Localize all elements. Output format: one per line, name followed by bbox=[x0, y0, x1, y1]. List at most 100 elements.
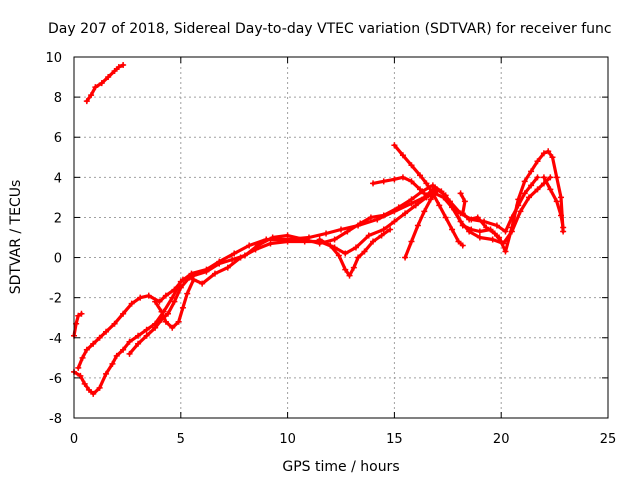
series-track-11 bbox=[457, 190, 505, 245]
data-point bbox=[169, 324, 176, 331]
data-point bbox=[547, 174, 554, 181]
data-point bbox=[164, 310, 171, 317]
data-point bbox=[461, 198, 468, 205]
data-point bbox=[284, 232, 291, 239]
data-point bbox=[128, 300, 135, 307]
data-point bbox=[534, 158, 541, 165]
data-point bbox=[269, 234, 276, 241]
y-tick-label: 8 bbox=[54, 91, 62, 106]
data-point bbox=[558, 212, 565, 219]
data-point bbox=[431, 184, 438, 191]
data-point bbox=[457, 190, 464, 197]
data-point bbox=[246, 242, 253, 249]
data-point bbox=[143, 326, 150, 333]
data-point bbox=[517, 208, 524, 215]
data-point bbox=[357, 220, 364, 227]
data-point bbox=[179, 304, 186, 311]
data-point bbox=[508, 224, 515, 231]
x-tick-label: 15 bbox=[386, 432, 403, 447]
data-point bbox=[417, 172, 424, 179]
data-point bbox=[540, 174, 547, 181]
data-point bbox=[162, 318, 169, 325]
data-point bbox=[90, 390, 97, 397]
data-point bbox=[342, 250, 349, 257]
data-point bbox=[75, 312, 82, 319]
data-point bbox=[355, 254, 362, 261]
y-axis-label: SDTVAR / TECUs bbox=[8, 180, 24, 295]
data-point bbox=[267, 240, 274, 247]
data-point bbox=[502, 228, 509, 235]
data-point bbox=[515, 196, 522, 203]
x-axis-label: GPS time / hours bbox=[282, 459, 399, 475]
data-point bbox=[459, 242, 466, 249]
data-point bbox=[474, 214, 481, 221]
data-point bbox=[331, 236, 338, 243]
data-point bbox=[152, 298, 159, 305]
data-point bbox=[442, 214, 449, 221]
series-track-1 bbox=[83, 62, 127, 105]
data-point bbox=[549, 154, 556, 161]
data-point bbox=[301, 238, 308, 245]
y-tick-label: 6 bbox=[54, 131, 62, 146]
data-point bbox=[414, 222, 421, 229]
data-point bbox=[152, 324, 159, 331]
data-point bbox=[553, 198, 560, 205]
data-point bbox=[323, 230, 330, 237]
data-point bbox=[521, 178, 528, 185]
data-point bbox=[335, 252, 342, 259]
data-point bbox=[558, 194, 565, 201]
y-tick-label: 10 bbox=[45, 51, 62, 66]
data-point bbox=[350, 264, 357, 271]
data-point bbox=[113, 352, 120, 359]
data-point bbox=[423, 180, 430, 187]
data-point bbox=[162, 292, 169, 299]
data-point bbox=[103, 328, 110, 335]
data-point bbox=[346, 272, 353, 279]
data-point bbox=[137, 294, 144, 301]
data-point bbox=[449, 226, 456, 233]
series-track-8 bbox=[391, 142, 466, 249]
data-point bbox=[126, 338, 133, 345]
data-point bbox=[476, 234, 483, 241]
data-point bbox=[493, 222, 500, 229]
series-track-12 bbox=[540, 174, 567, 231]
data-point bbox=[327, 242, 334, 249]
data-point bbox=[135, 332, 142, 339]
data-point bbox=[370, 180, 377, 187]
data-point bbox=[468, 226, 475, 233]
data-point bbox=[171, 286, 178, 293]
x-tick-label: 25 bbox=[600, 432, 617, 447]
series-line bbox=[127, 149, 565, 356]
data-point bbox=[534, 174, 541, 181]
y-tick-label: -8 bbox=[49, 412, 62, 427]
data-point bbox=[408, 178, 415, 185]
data-point bbox=[378, 232, 385, 239]
data-point bbox=[78, 310, 85, 317]
data-point bbox=[90, 340, 97, 347]
data-point bbox=[540, 150, 547, 157]
data-point bbox=[177, 284, 184, 291]
data-point bbox=[498, 238, 505, 245]
data-point bbox=[528, 168, 535, 175]
data-point bbox=[284, 238, 291, 245]
data-point bbox=[402, 210, 409, 217]
data-point bbox=[442, 192, 449, 199]
x-tick-label: 20 bbox=[493, 432, 510, 447]
data-point bbox=[560, 224, 567, 231]
data-point bbox=[120, 346, 127, 353]
data-point bbox=[171, 298, 178, 305]
series-track-7 bbox=[316, 226, 394, 279]
series-track-9 bbox=[370, 174, 438, 199]
data-point bbox=[77, 372, 84, 379]
data-point bbox=[126, 350, 133, 357]
chart-title: Day 207 of 2018, Sidereal Day-to-day VTE… bbox=[48, 21, 612, 37]
data-point bbox=[408, 238, 415, 245]
x-tick-label: 10 bbox=[279, 432, 296, 447]
data-point bbox=[534, 186, 541, 193]
data-point bbox=[459, 222, 466, 229]
data-point bbox=[252, 246, 259, 253]
data-point bbox=[120, 62, 127, 69]
data-point bbox=[111, 68, 118, 75]
data-point bbox=[451, 206, 458, 213]
data-point bbox=[391, 176, 398, 183]
